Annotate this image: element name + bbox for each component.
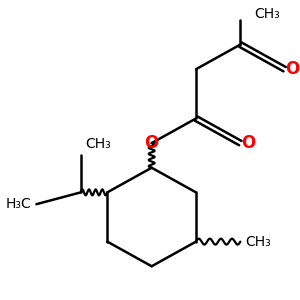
- Text: O: O: [145, 134, 159, 152]
- Text: O: O: [285, 60, 300, 78]
- Text: CH₃: CH₃: [245, 235, 271, 249]
- Text: O: O: [241, 134, 255, 152]
- Text: CH₃: CH₃: [85, 137, 111, 151]
- Text: CH₃: CH₃: [254, 7, 280, 21]
- Text: H₃C: H₃C: [6, 197, 31, 211]
